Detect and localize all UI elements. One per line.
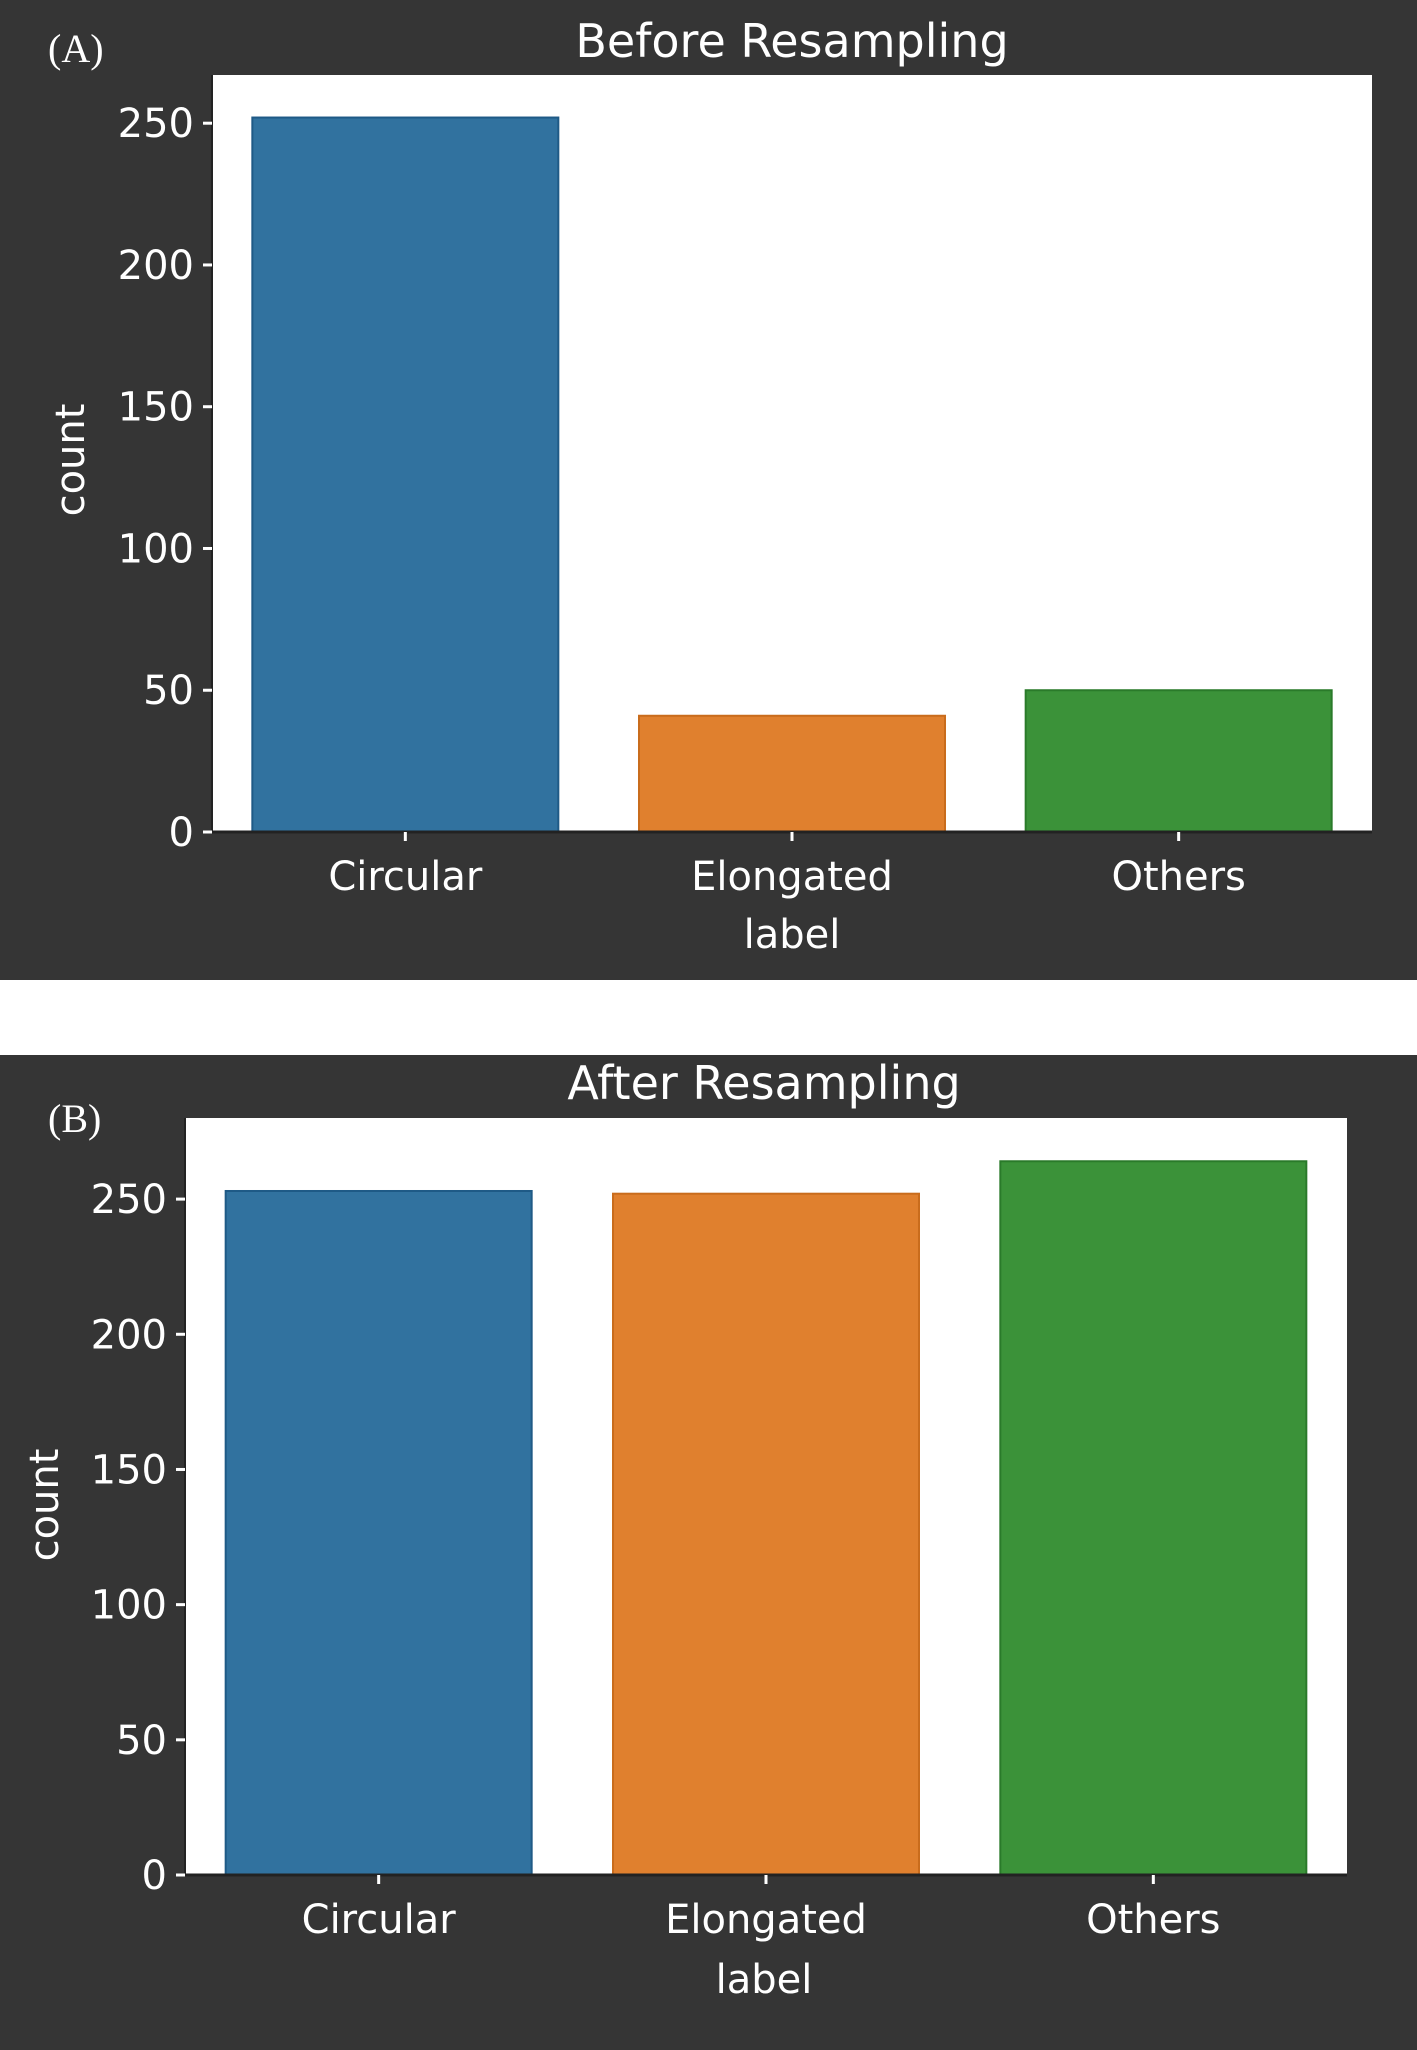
panel-a-tag: (A): [48, 26, 104, 71]
panel-a-y-axis-label: count: [48, 404, 94, 517]
panel-b-x-tick-label: Elongated: [665, 1897, 867, 1943]
panel-a-y-tick-label: 50: [143, 668, 194, 714]
panel-a-y-tick-label: 200: [118, 243, 194, 289]
panel-a-y-tick-label: 0: [169, 810, 194, 856]
panel-a-marks: 0 50 100 150 200 250 Circular Elongated Others: [118, 75, 1372, 900]
panel-a-title: Before Resampling: [575, 14, 1008, 68]
panel-b-y-tick-label: 50: [116, 1718, 167, 1764]
panel-b-x-axis-label: label: [716, 1957, 813, 2003]
panel-a-y-tick-label: 150: [118, 385, 194, 431]
panel-a-y-tick-label: 100: [118, 526, 194, 572]
panel-b: (B) After Resampling count label 0 50 100 1…: [0, 1055, 1417, 2050]
panel-a-bar-circular: [251, 116, 560, 834]
panel-b-bar-others: [999, 1160, 1308, 1877]
panel-a-x-axis-label: label: [744, 912, 841, 958]
panel-a-x-tick-label: Elongated: [691, 854, 893, 900]
panel-b-y-tick-label: 250: [91, 1177, 167, 1223]
panel-b-bar-elongated: [612, 1192, 920, 1876]
panel-b-x-tick-label: Others: [1086, 1897, 1220, 1943]
panel-b-y-tick-label: 200: [91, 1312, 167, 1358]
panel-b-tag: (B): [48, 1096, 101, 1141]
panel-a: (A) Before Resampling count label 0 50 100…: [0, 0, 1417, 980]
panel-b-y-axis-label: count: [22, 1449, 68, 1562]
panel-b-bar-circular: [224, 1189, 533, 1877]
panel-b-title: After Resampling: [567, 1056, 960, 1110]
panel-a-y-tick-label: 250: [118, 101, 194, 147]
panel-b-y-tick-label: 100: [91, 1583, 167, 1629]
panel-b-y-tick-label: 150: [91, 1447, 167, 1493]
panel-a-x-tick-label: Circular: [328, 854, 483, 900]
panel-b-marks: 0 50 100 150 200 250 Circular Elongated Others: [91, 1118, 1347, 1943]
panel-a-bar-elongated: [638, 714, 946, 833]
panel-b-y-tick-label: 0: [142, 1853, 167, 1899]
panel-a-x-tick-label: Others: [1111, 854, 1245, 900]
panel-a-bar-others: [1024, 689, 1333, 833]
panel-b-x-tick-label: Circular: [302, 1897, 457, 1943]
